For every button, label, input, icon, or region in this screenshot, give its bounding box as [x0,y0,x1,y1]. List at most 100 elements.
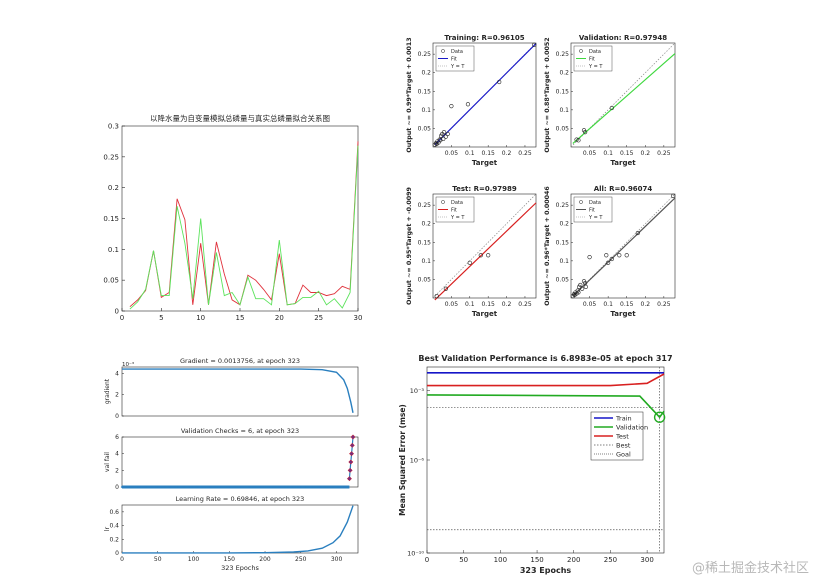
legend-validation-label: Validation [616,424,648,432]
train_gradient-ylabel: gradient [104,378,111,404]
val-fail-marker [346,485,350,489]
val-fail-marker [157,485,161,489]
legend-data-label: Data [451,49,463,55]
train_learning_rate-ylabel: lr [104,526,111,531]
val-fail-marker [278,485,281,489]
regression_all-fit-line [572,197,676,297]
val-fail-marker [123,485,127,489]
val-fail-marker [172,485,175,489]
x-tick-label: 0.05 [445,301,459,308]
val-fail-rise-marker [348,459,354,465]
data-point [497,79,502,85]
y-tick-label: 4 [115,370,119,377]
val-fail-marker [140,485,144,489]
data-point [609,105,614,111]
val-fail-marker [215,485,218,489]
val-fail-marker [197,485,201,489]
train_learning_rate-line [122,505,354,554]
val-fail-rise-marker [347,467,353,473]
val-fail-marker [320,485,324,489]
y-tick-label: 0.2 [421,70,431,77]
val-fail-marker [338,485,341,489]
regression_validation-xlabel: Target [610,159,636,167]
data-point [576,138,581,143]
legend-data-marker [441,200,445,204]
x-tick-label: 0.2 [502,150,512,157]
x-tick-label: 250 [295,556,307,563]
data-point [441,130,447,135]
regression_training-fit-line [434,43,537,146]
x-tick-label: 0.1 [465,301,475,308]
x-tick-label: 0.2 [502,301,512,308]
val-fail-marker [309,485,313,489]
train_learning_rate-axes [121,504,359,554]
val-fail-rise-marker [346,476,352,482]
val-fail-rise-marker [350,434,356,440]
legend-data-marker [579,200,583,204]
regression_test-identity-line [432,193,537,299]
y-tick-label: 10⁻⁶ [410,457,425,465]
val-fail-marker [226,485,230,489]
x-tick-label: 20 [275,314,284,322]
x-tick-label: 0.15 [481,301,495,308]
val-fail-marker [246,485,250,489]
val-fail-marker [223,485,227,489]
performance-xlabel: 323 Epochs [520,566,572,575]
x-tick-label: 0.25 [657,150,671,157]
val-fail-marker [295,485,298,489]
data-point [617,253,622,258]
val-fail-marker [183,485,187,489]
data-point [434,294,439,299]
legend-data-marker [579,49,583,53]
y-tick-label: 0.25 [103,153,119,161]
regression_training-xlabel: Target [472,159,498,167]
y-tick-label: 0.25 [556,202,570,209]
data-point [580,286,585,291]
y-tick-label: 0.15 [418,239,432,246]
y-tick-label: 0 [115,413,119,420]
x-tick-label: 200 [567,556,580,564]
val-fail-marker [332,485,335,489]
val-fail-marker [206,485,210,489]
train_gradient-exponent: 10⁻³ [122,361,134,368]
val-fail-marker [252,485,255,489]
val-fail-marker [315,485,318,489]
val-fail-marker [283,485,287,489]
val-fail-marker [263,485,267,489]
x-tick-label: 0.25 [518,150,532,157]
performance-title: Best Validation Performance is 6.8983e-0… [418,354,672,363]
val-fail-marker [135,485,138,489]
val-fail-marker [180,485,184,489]
x-tick-label: 150 [224,556,236,563]
val-fail-marker [169,485,172,489]
val-fail-marker [143,485,147,489]
y-tick-label: 0.4 [109,523,119,530]
data-point [635,230,640,236]
legend-best-label: Best [616,442,631,450]
best-validation-marker [653,411,666,423]
val-fail-marker [272,485,275,489]
data-point [486,253,491,258]
val-fail-marker [155,485,158,489]
x-tick-label: 0.15 [620,301,634,308]
y-tick-label: 0.15 [103,215,119,223]
x-tick-label: 5 [159,314,163,322]
data-point [609,256,614,262]
x-tick-label: 10 [196,314,205,322]
regression_test-title: Test: R=0.97989 [452,185,517,193]
val-fail-marker [306,485,310,489]
val-fail-marker [220,485,224,489]
y-tick-label: 10⁻³ [410,387,425,395]
val-fail-marker [126,485,130,489]
y-tick-label: 0.2 [559,221,569,228]
val-fail-marker [323,485,327,489]
data-point [606,260,611,265]
y-tick-label: 4 [115,451,119,458]
y-tick-label: 2 [115,392,119,399]
train_val_checks-ylabel: val fail [104,452,111,472]
x-tick-label: 50 [154,556,162,563]
x-tick-label: 15 [236,314,245,322]
y-tick-label: 0.1 [421,258,431,265]
train_val_checks-title: Validation Checks = 6, at epoch 323 [181,427,299,435]
data-point [478,253,483,258]
